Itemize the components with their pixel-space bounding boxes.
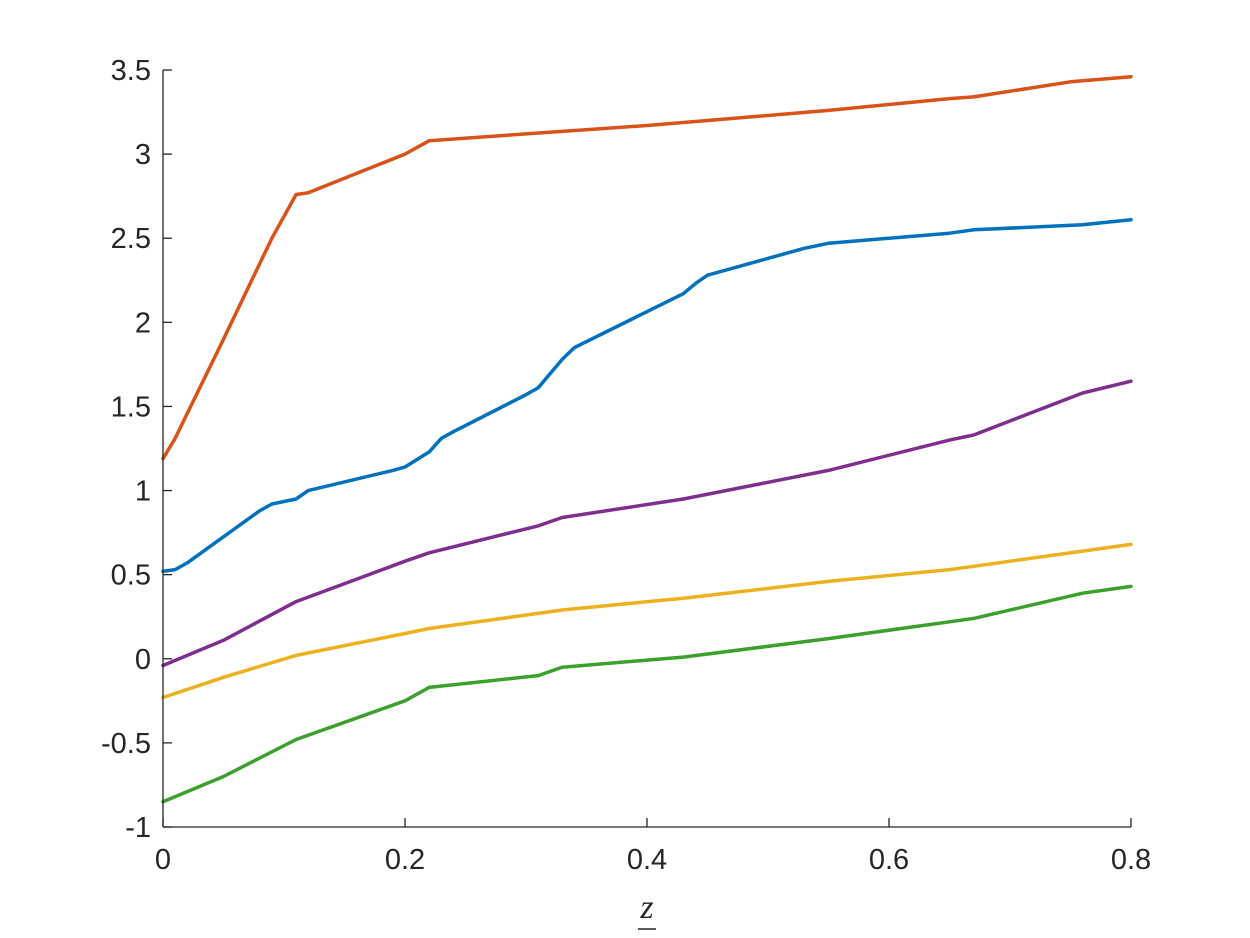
y-tick-label: 1.5 xyxy=(111,391,151,423)
y-tick-label: 1 xyxy=(135,476,151,508)
series-line-2 xyxy=(161,217,1133,574)
y-ticks: -1 -0.5 0 0.5 1 1.5 2 2.5 3 3.5 xyxy=(101,55,172,844)
axes xyxy=(162,70,1131,828)
series-line-1 xyxy=(161,74,1133,461)
series-line-3 xyxy=(161,379,1133,668)
y-tick-label: 0.5 xyxy=(111,560,151,592)
x-axis-label: z xyxy=(639,889,653,926)
y-tick-label: 2 xyxy=(135,307,151,339)
y-tick-label: 0 xyxy=(135,644,151,676)
x-ticks: 0 0.2 0.4 0.6 0.8 xyxy=(155,818,1151,876)
y-tick-label: 3.5 xyxy=(111,55,151,87)
y-tick-label: 2.5 xyxy=(111,223,151,255)
x-tick-label: 0.6 xyxy=(869,844,909,876)
y-tick-label: 3 xyxy=(135,139,151,171)
y-tick-label: -1 xyxy=(125,812,151,844)
x-tick-label: 0.8 xyxy=(1111,844,1151,876)
x-axis-label-group: z xyxy=(638,889,656,930)
series-line-4 xyxy=(161,542,1133,700)
x-tick-label: 0.2 xyxy=(385,844,425,876)
x-tick-label: 0 xyxy=(155,844,171,876)
x-tick-label: 0.4 xyxy=(627,844,667,876)
series-group xyxy=(161,74,1133,804)
series-line-5 xyxy=(161,584,1133,804)
y-tick-label: -0.5 xyxy=(101,728,151,760)
